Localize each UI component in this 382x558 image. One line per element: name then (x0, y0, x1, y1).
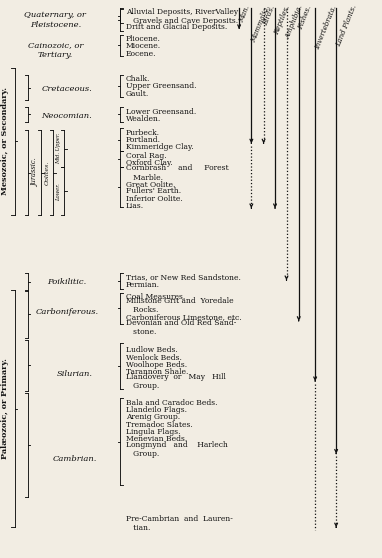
Text: Menevian Beds.: Menevian Beds. (126, 435, 187, 443)
Text: Tremadoc Slates.: Tremadoc Slates. (126, 421, 193, 429)
Text: Invertebrata.: Invertebrata. (313, 4, 338, 50)
Text: Permian.: Permian. (126, 281, 160, 288)
Text: Cainozoic, or
Tertiary.: Cainozoic, or Tertiary. (28, 42, 83, 59)
Text: Mesozoic, or Secondary.: Mesozoic, or Secondary. (1, 86, 8, 195)
Text: Alluvial Deposits, RiverValley
   Gravels and Cave Deposits.: Alluvial Deposits, RiverValley Gravels a… (126, 8, 238, 25)
Text: Pre-Cambrian  and  Lauren-
   tian.: Pre-Cambrian and Lauren- tian. (126, 515, 233, 532)
Text: Millstone Grit and  Yoredale
   Rocks.: Millstone Grit and Yoredale Rocks. (126, 297, 234, 314)
Text: Quaternary, or
Pleistocene.: Quaternary, or Pleistocene. (24, 12, 86, 28)
Text: Arenig Group.: Arenig Group. (126, 413, 180, 421)
Text: Purbeck.: Purbeck. (126, 129, 160, 137)
Text: Chalk.: Chalk. (126, 75, 151, 83)
Text: Bala and Caradoc Beds.: Bala and Caradoc Beds. (126, 399, 218, 407)
Text: Reptiles.: Reptiles. (273, 4, 292, 36)
Text: Pliocene.: Pliocene. (126, 35, 161, 43)
Text: Cretaceous.: Cretaceous. (42, 85, 92, 93)
Text: Miocene.: Miocene. (126, 42, 161, 50)
Text: Llandovery  or   May   Hill
   Group.: Llandovery or May Hill Group. (126, 373, 226, 390)
Text: Carboniferous.: Carboniferous. (35, 309, 99, 316)
Text: Palæozoic, or Primary.: Palæozoic, or Primary. (1, 358, 8, 459)
Text: Oxford Clay.: Oxford Clay. (126, 160, 173, 167)
Text: Ludlow Beds.: Ludlow Beds. (126, 347, 178, 354)
Text: Lingula Flags.: Lingula Flags. (126, 428, 181, 436)
Text: Eocene.: Eocene. (126, 50, 157, 57)
Text: Portland.: Portland. (126, 136, 161, 144)
Text: Birds.: Birds. (262, 4, 277, 26)
Text: Lias.: Lias. (126, 202, 144, 210)
Text: Llandeilo Flags.: Llandeilo Flags. (126, 406, 187, 414)
Text: Drift and Glacial Deposits.: Drift and Glacial Deposits. (126, 23, 227, 31)
Text: Devonian and Old Red Sand-
   stone.: Devonian and Old Red Sand- stone. (126, 319, 236, 336)
Text: Poikilitic.: Poikilitic. (47, 278, 86, 286)
Text: Upper Greensand.: Upper Greensand. (126, 83, 197, 90)
Text: Mid. Upper.: Mid. Upper. (56, 132, 62, 163)
Text: Coal Measures.: Coal Measures. (126, 294, 185, 301)
Text: Amphibia.: Amphibia. (285, 4, 306, 40)
Text: Lower Greensand.: Lower Greensand. (126, 108, 196, 116)
Text: Fullers' Earth.: Fullers' Earth. (126, 187, 181, 195)
Text: Fishes.: Fishes. (297, 4, 314, 30)
Text: Land Plants.: Land Plants. (335, 4, 359, 48)
Text: Cambrian.: Cambrian. (52, 455, 97, 463)
Text: Cornbrash     and     Forest
   Marble.: Cornbrash and Forest Marble. (126, 165, 229, 181)
Text: Great Oolite.: Great Oolite. (126, 181, 175, 189)
Text: Wenlock Beds.: Wenlock Beds. (126, 354, 182, 362)
Text: Jurassic.: Jurassic. (31, 158, 39, 187)
Text: Woolhope Beds.: Woolhope Beds. (126, 361, 187, 369)
Text: Mammalia.: Mammalia. (249, 4, 272, 44)
Text: Carboniferous Limestone, etc.: Carboniferous Limestone, etc. (126, 314, 242, 321)
Text: Tarannon Shale.: Tarannon Shale. (126, 368, 188, 376)
Text: Lower.: Lower. (56, 183, 62, 201)
Text: Longmynd   and    Harlech
   Group.: Longmynd and Harlech Group. (126, 441, 228, 458)
Text: Silurian.: Silurian. (57, 370, 92, 378)
Text: Coral Rag.: Coral Rag. (126, 152, 167, 160)
Text: Oolites.: Oolites. (45, 161, 50, 185)
Text: Wealden.: Wealden. (126, 115, 161, 123)
Text: Trias, or New Red Sandstone.: Trias, or New Red Sandstone. (126, 273, 241, 281)
Text: Neocomian.: Neocomian. (42, 112, 92, 119)
Text: Gault.: Gault. (126, 90, 149, 98)
Text: Man.: Man. (238, 4, 252, 23)
Text: Inferior Oolite.: Inferior Oolite. (126, 195, 183, 203)
Text: Kimmeridge Clay.: Kimmeridge Clay. (126, 143, 194, 151)
